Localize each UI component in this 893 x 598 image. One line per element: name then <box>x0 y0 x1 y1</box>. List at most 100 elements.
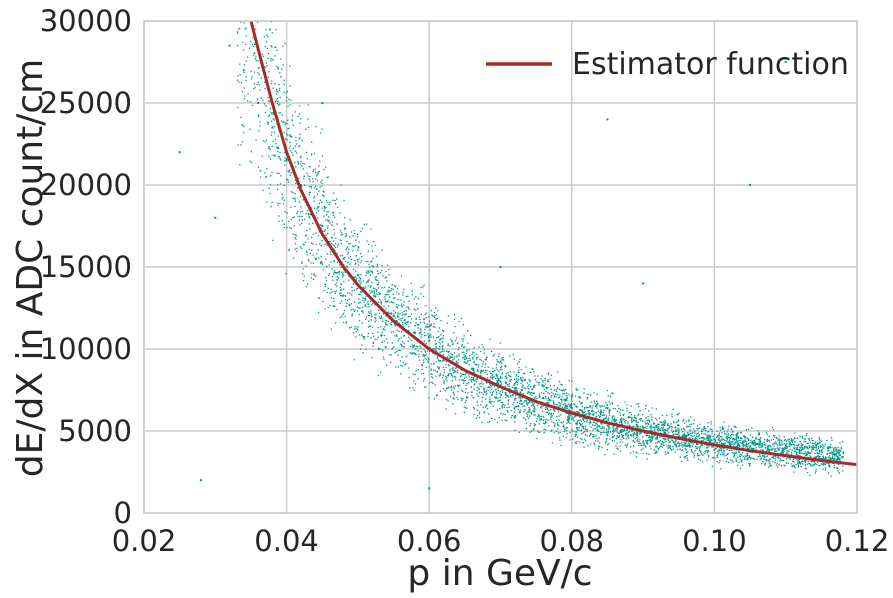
scatter-point <box>671 431 674 433</box>
scatter-point <box>464 372 467 374</box>
scatter-point <box>497 400 499 402</box>
scatter-point <box>733 456 735 458</box>
scatter-point <box>590 394 592 396</box>
scatter-point <box>737 437 740 439</box>
scatter-point <box>799 447 802 449</box>
scatter-point <box>268 145 270 148</box>
scatter-point <box>827 447 829 450</box>
scatter-point <box>618 421 621 424</box>
scatter-point <box>353 289 356 292</box>
scatter-point <box>560 421 562 423</box>
scatter-point <box>409 315 411 318</box>
scatter-point <box>278 220 280 223</box>
scatter-point <box>705 444 708 447</box>
scatter-point <box>569 431 571 434</box>
scatter-point <box>325 219 327 221</box>
scatter-point <box>359 278 361 280</box>
scatter-point <box>298 138 300 140</box>
scatter-point <box>511 414 513 417</box>
scatter-point <box>755 447 757 449</box>
scatter-point <box>578 419 580 421</box>
scatter-point <box>818 442 820 444</box>
scatter-point <box>242 49 245 51</box>
scatter-point <box>508 374 510 376</box>
scatter-point <box>666 430 668 432</box>
scatter-point <box>385 308 387 310</box>
scatter-point <box>703 452 705 455</box>
scatter-point <box>287 105 289 107</box>
scatter-point <box>271 131 273 133</box>
scatter-point <box>472 406 475 409</box>
scatter-point <box>576 426 578 429</box>
scatter-point <box>716 460 719 463</box>
scatter-point <box>296 250 298 253</box>
scatter-point <box>378 287 380 289</box>
scatter-point <box>662 442 664 444</box>
scatter-point <box>359 261 361 264</box>
scatter-point <box>267 123 269 125</box>
scatter-point <box>776 444 779 447</box>
scatter-point <box>328 216 330 218</box>
scatter-point <box>633 432 635 434</box>
scatter-point <box>800 442 803 445</box>
scatter-point <box>820 450 823 453</box>
scatter-point <box>483 388 485 390</box>
scatter-point <box>465 384 467 386</box>
scatter-point <box>236 44 239 47</box>
scatter-point <box>273 125 275 128</box>
scatter-point <box>759 440 761 442</box>
scatter-point <box>445 375 447 378</box>
scatter-point <box>447 364 449 366</box>
scatter-point <box>812 448 815 450</box>
scatter-point <box>794 432 796 434</box>
scatter-point <box>785 462 788 464</box>
scatter-point <box>784 448 786 450</box>
scatter-point <box>274 154 276 156</box>
scatter-point <box>558 401 560 404</box>
scatter-point <box>283 121 285 123</box>
scatter-point <box>588 409 591 412</box>
scatter-point <box>826 439 828 442</box>
scatter-point <box>370 312 372 314</box>
scatter-point <box>819 449 821 452</box>
scatter-point <box>252 54 255 56</box>
scatter-point <box>380 335 383 337</box>
scatter-point <box>308 260 310 262</box>
scatter-point <box>279 103 281 106</box>
scatter-point <box>489 391 491 393</box>
scatter-point <box>571 429 573 431</box>
scatter-point <box>561 399 563 401</box>
scatter-point <box>658 441 661 443</box>
scatter-point <box>765 459 767 461</box>
scatter-point <box>300 160 302 163</box>
scatter-point <box>255 55 257 57</box>
scatter-point <box>525 366 527 368</box>
scatter-point <box>783 439 785 442</box>
scatter-point <box>624 422 626 424</box>
scatter-point <box>740 431 743 434</box>
scatter-point <box>350 231 353 233</box>
scatter-point <box>664 419 666 421</box>
scatter-point <box>481 370 484 373</box>
scatter-point <box>615 427 617 429</box>
scatter-point <box>701 461 704 463</box>
scatter-point <box>749 446 751 448</box>
scatter-point <box>517 378 520 381</box>
scatter-point <box>496 369 498 371</box>
scatter-point <box>796 448 798 451</box>
scatter-point <box>316 208 318 210</box>
scatter-point <box>317 217 319 219</box>
scatter-point <box>643 442 645 444</box>
scatter-point <box>819 457 822 460</box>
scatter-point <box>310 185 312 188</box>
scatter-point <box>470 391 473 393</box>
scatter-point <box>775 464 778 466</box>
scatter-point <box>484 371 486 374</box>
scatter-point <box>418 356 420 358</box>
scatter-point <box>561 407 563 409</box>
scatter-point <box>725 433 728 435</box>
scatter-point <box>396 320 398 322</box>
scatter-point <box>596 438 598 440</box>
scatter-point <box>748 462 750 465</box>
scatter-point <box>367 285 369 287</box>
